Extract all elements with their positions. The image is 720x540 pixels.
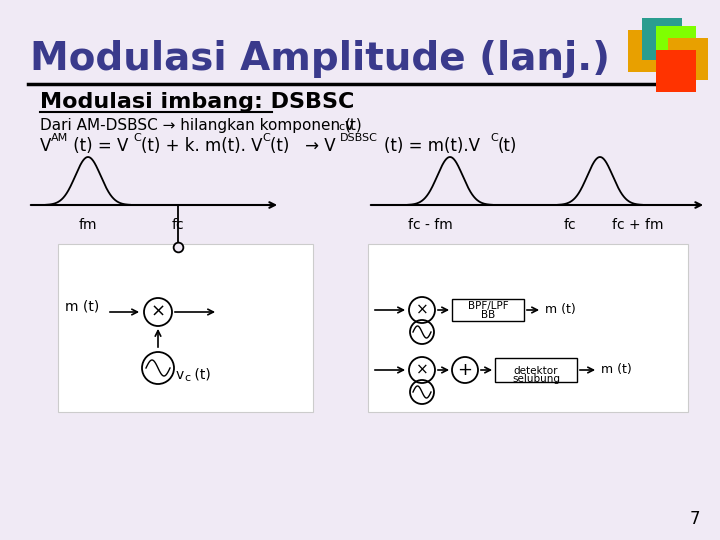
Text: fc: fc — [564, 218, 576, 232]
Text: Modulasi Amplitude (lanj.): Modulasi Amplitude (lanj.) — [30, 40, 610, 78]
Text: v: v — [176, 368, 184, 382]
Bar — [668, 38, 708, 80]
Text: ×: × — [415, 362, 428, 377]
Text: m (t): m (t) — [601, 363, 631, 376]
Bar — [628, 30, 668, 72]
Text: Dari AM-DSBSC → hilangkan komponen v: Dari AM-DSBSC → hilangkan komponen v — [40, 118, 354, 133]
Text: detektor: detektor — [514, 366, 558, 376]
Text: DSBSC: DSBSC — [340, 133, 378, 143]
Text: (t) = V: (t) = V — [68, 137, 128, 155]
Text: m (t): m (t) — [65, 300, 99, 314]
Text: m (t): m (t) — [545, 303, 576, 316]
Text: (t) + k. m(t). V: (t) + k. m(t). V — [141, 137, 263, 155]
FancyBboxPatch shape — [452, 299, 524, 321]
Text: (t): (t) — [190, 368, 211, 382]
Text: c: c — [338, 122, 344, 132]
Text: C: C — [133, 133, 140, 143]
Text: fm: fm — [78, 218, 97, 232]
Text: fc: fc — [171, 218, 184, 232]
Text: +: + — [457, 361, 472, 379]
Text: selubung: selubung — [512, 374, 560, 384]
Text: c: c — [184, 373, 190, 383]
Bar — [642, 18, 682, 60]
Text: ×: × — [150, 303, 166, 321]
Text: BPF/LPF: BPF/LPF — [468, 301, 508, 311]
Bar — [656, 50, 696, 92]
Text: (t) = m(t).V: (t) = m(t).V — [384, 137, 480, 155]
Text: (t)   → V: (t) → V — [270, 137, 336, 155]
FancyBboxPatch shape — [58, 244, 313, 412]
Text: fc + fm: fc + fm — [612, 218, 664, 232]
FancyBboxPatch shape — [368, 244, 688, 412]
Text: AM: AM — [51, 133, 68, 143]
FancyBboxPatch shape — [495, 358, 577, 382]
Text: C: C — [262, 133, 270, 143]
Text: 7: 7 — [690, 510, 700, 528]
Text: BB: BB — [481, 310, 495, 320]
Text: (t): (t) — [345, 118, 363, 133]
Text: C: C — [490, 133, 498, 143]
Text: ×: × — [415, 302, 428, 318]
Text: (t): (t) — [498, 137, 518, 155]
Text: Modulasi imbang: DSBSC: Modulasi imbang: DSBSC — [40, 92, 354, 112]
Text: V: V — [40, 137, 51, 155]
Text: fc - fm: fc - fm — [408, 218, 452, 232]
Bar — [656, 26, 696, 68]
